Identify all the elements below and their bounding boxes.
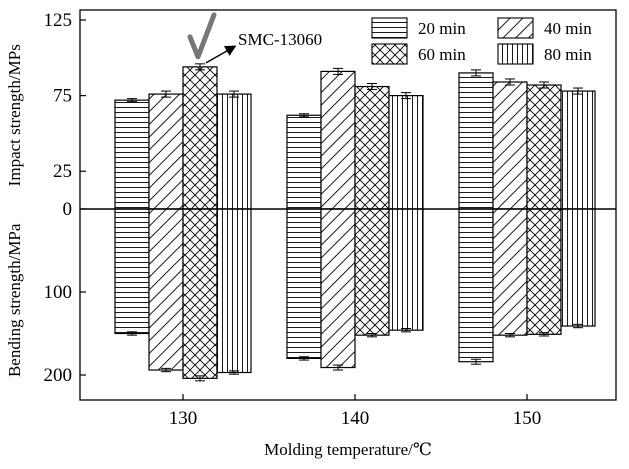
impact-bar-crosshatch-150 <box>526 84 562 210</box>
impact-bar-diagonal-130 <box>148 93 184 210</box>
y-tick-label-upper: 125 <box>44 10 73 31</box>
bending-bar-vertical-140 <box>388 208 424 331</box>
y-axis-title-lower: Bending strength/MPa <box>5 223 24 377</box>
impact-bar-vertical-150 <box>560 90 596 210</box>
annotation-label: SMC-13060 <box>238 30 322 49</box>
impact-bar-vertical-140 <box>388 94 424 210</box>
bending-bar-crosshatch-150 <box>526 208 562 335</box>
legend-swatch-vertical <box>497 43 534 65</box>
bending-bar-diagonal-130 <box>148 208 184 371</box>
bending-bar-vertical-130 <box>216 208 252 374</box>
bending-bar-vertical-150 <box>560 208 596 327</box>
impact-bar-diagonal-140 <box>320 70 356 210</box>
x-tick-label: 130 <box>169 408 198 429</box>
legend-label: 40 min <box>544 19 592 38</box>
impact-bar-crosshatch-140 <box>354 85 390 210</box>
legend-swatch-horizontal <box>371 17 408 39</box>
legend-label: 60 min <box>418 45 466 64</box>
impact-bar-horizontal-150 <box>458 72 494 210</box>
bending-bar-crosshatch-140 <box>354 208 390 336</box>
legend-label: 80 min <box>544 45 592 64</box>
legend-swatch-crosshatch <box>371 43 408 65</box>
x-tick-label: 150 <box>513 408 542 429</box>
legend-label: 20 min <box>418 19 466 38</box>
bending-bar-diagonal-140 <box>320 208 356 369</box>
check-mark-icon <box>187 12 217 60</box>
y-tick-label-lower: 100 <box>44 282 73 303</box>
y-axis-ticks: 0 25 75 125 100 200 <box>44 10 86 386</box>
plot-frame <box>79 9 617 401</box>
annotation-arrow <box>205 45 237 64</box>
bending-bar-horizontal-140 <box>286 208 322 359</box>
bars-group <box>114 63 596 382</box>
bending-bar-horizontal-150 <box>458 208 494 363</box>
bending-bar-horizontal-130 <box>114 208 150 335</box>
y-tick-label-lower: 200 <box>44 365 73 386</box>
impact-bar-horizontal-130 <box>114 99 150 210</box>
bending-bar-crosshatch-130 <box>182 208 218 379</box>
bending-bar-diagonal-150 <box>492 208 528 336</box>
legend: 20 min 40 min 60 min 80 min <box>371 17 592 65</box>
impact-bar-crosshatch-130 <box>182 66 218 210</box>
y-tick-label-upper: 75 <box>53 86 72 107</box>
impact-bar-diagonal-150 <box>492 81 528 210</box>
legend-swatch-diagonal <box>497 17 534 39</box>
impact-bar-vertical-130 <box>216 93 252 210</box>
y-tick-label-upper: 25 <box>53 161 72 182</box>
impact-bar-horizontal-140 <box>286 114 322 210</box>
y-tick-label-upper: 0 <box>63 199 73 220</box>
x-axis-title: Molding temperature/℃ <box>264 440 432 459</box>
y-axis-title-upper: Impact strength/MPs <box>5 44 24 186</box>
x-tick-label: 140 <box>341 408 370 429</box>
